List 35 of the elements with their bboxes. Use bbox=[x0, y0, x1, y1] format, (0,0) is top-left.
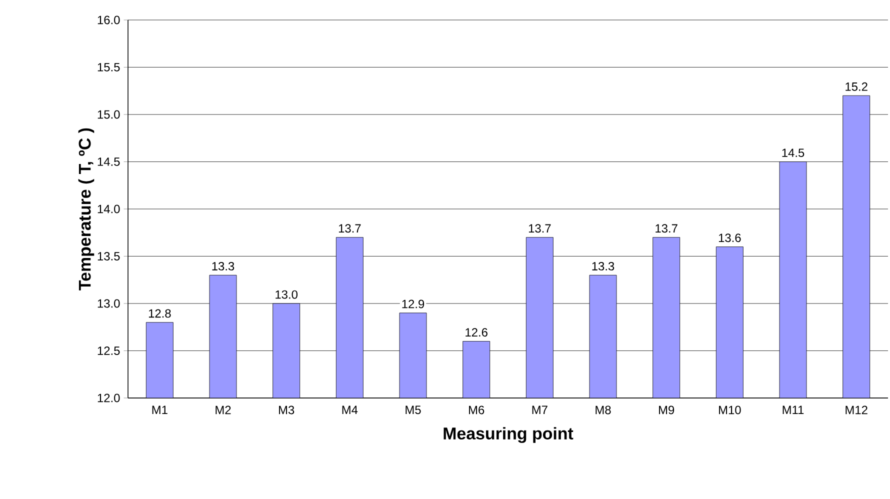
data-label: 13.0 bbox=[276, 290, 298, 299]
x-tick-label: M2 bbox=[216, 406, 231, 414]
data-label: 13.7 bbox=[656, 224, 678, 233]
data-label: 13.7 bbox=[338, 224, 361, 233]
y-tick-label: 15.0 bbox=[98, 110, 120, 119]
x-tick-label: M8 bbox=[596, 406, 611, 414]
y-tick-label: 13.5 bbox=[98, 252, 120, 260]
x-tick-label: M12 bbox=[846, 406, 868, 414]
y-tick-label: 12.5 bbox=[98, 346, 120, 355]
y-tick-label: 15.5 bbox=[98, 63, 120, 72]
y-tick-label: 16.0 bbox=[98, 16, 120, 24]
x-tick-label: M9 bbox=[659, 406, 674, 414]
data-label: 12.6 bbox=[466, 328, 488, 337]
x-tick-label: M6 bbox=[469, 406, 484, 414]
x-tick-label: M5 bbox=[406, 406, 421, 414]
x-axis-title: Measuring point bbox=[444, 427, 574, 443]
y-tick-label: 14.0 bbox=[98, 204, 120, 214]
y-tick-label: 12.0 bbox=[98, 394, 120, 402]
x-tick-label: M4 bbox=[342, 406, 358, 414]
data-label: 13.3 bbox=[592, 262, 614, 270]
data-label: 13.3 bbox=[212, 262, 234, 270]
x-tick-label: M7 bbox=[532, 406, 548, 414]
data-label: 14.5 bbox=[782, 148, 804, 158]
x-tick-label: M1 bbox=[152, 406, 168, 414]
y-axis-title: Temperature ( T, ºC ) bbox=[78, 128, 94, 290]
y-tick-label: 14.5 bbox=[98, 158, 120, 166]
x-tick-label: M3 bbox=[279, 406, 294, 414]
data-label: 13.6 bbox=[718, 234, 741, 242]
data-label: 12.8 bbox=[148, 309, 171, 318]
data-label: 12.9 bbox=[402, 300, 424, 308]
data-label: 15.2 bbox=[846, 82, 868, 91]
x-tick-label: M10 bbox=[719, 406, 741, 414]
y-tick-label: 13.0 bbox=[98, 299, 120, 308]
data-label: 13.7 bbox=[528, 224, 551, 233]
x-tick-label: M11 bbox=[782, 406, 804, 414]
